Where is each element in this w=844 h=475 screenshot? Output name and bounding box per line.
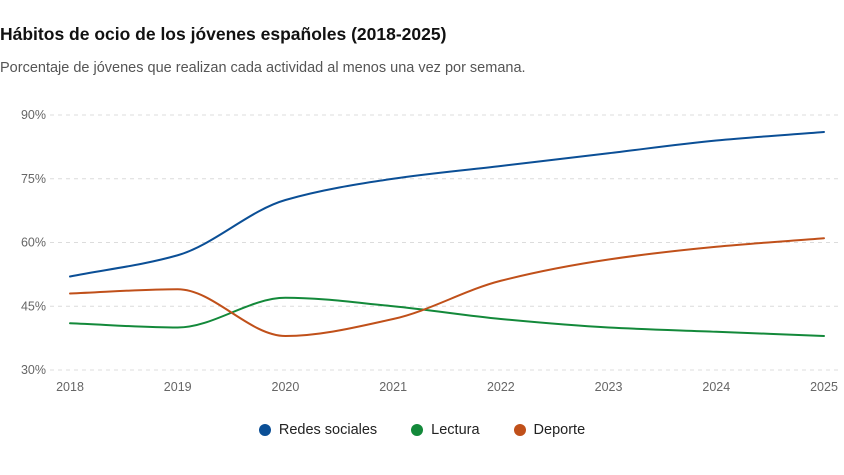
legend-item-lectura: Lectura	[411, 422, 480, 438]
x-tick-label: 2024	[702, 380, 730, 394]
legend-label: Deporte	[533, 422, 586, 438]
series-line-lectura	[69, 296, 825, 337]
x-tick-label: 2023	[595, 380, 623, 394]
line-chart: 30% 45% 60% 75% 90% 2018 2019 2020 2021 2022 2023…	[21, 108, 840, 394]
legend: Redes sociales Lectura Deporte	[0, 422, 844, 438]
y-tick-label: 45%	[21, 299, 46, 313]
legend-swatch	[258, 424, 271, 436]
x-tick-label: 2019	[164, 380, 192, 394]
chart-subtitle: Porcentaje de jóvenes que realizan cada …	[0, 60, 526, 76]
series-line-deporte	[69, 237, 825, 337]
y-tick-label: 30%	[21, 363, 46, 377]
x-tick-label: 2020	[272, 380, 300, 394]
legend-swatch	[411, 424, 424, 436]
x-tick-label: 2021	[379, 380, 407, 394]
y-tick-label: 75%	[21, 172, 46, 186]
y-axis-ticks: 30% 45% 60% 75% 90%	[21, 108, 46, 377]
x-tick-label: 2022	[487, 380, 515, 394]
legend-item-redes-sociales: Redes sociales	[258, 422, 378, 438]
x-tick-label: 2018	[56, 380, 84, 394]
series-lines	[69, 131, 825, 337]
legend-swatch	[513, 424, 526, 436]
series-line-redes-sociales	[69, 131, 825, 278]
y-tick-label: 90%	[21, 108, 46, 122]
chart-title: Hábitos de ocio de los jóvenes españoles…	[0, 24, 447, 44]
legend-item-deporte: Deporte	[513, 422, 586, 438]
legend-label: Lectura	[431, 422, 480, 438]
x-tick-label: 2025	[810, 380, 838, 394]
y-tick-label: 60%	[21, 236, 46, 250]
x-axis-ticks: 2018 2019 2020 2021 2022 2023 2024 2025	[56, 380, 838, 394]
grid-lines	[50, 114, 840, 371]
legend-label: Redes sociales	[278, 422, 378, 438]
